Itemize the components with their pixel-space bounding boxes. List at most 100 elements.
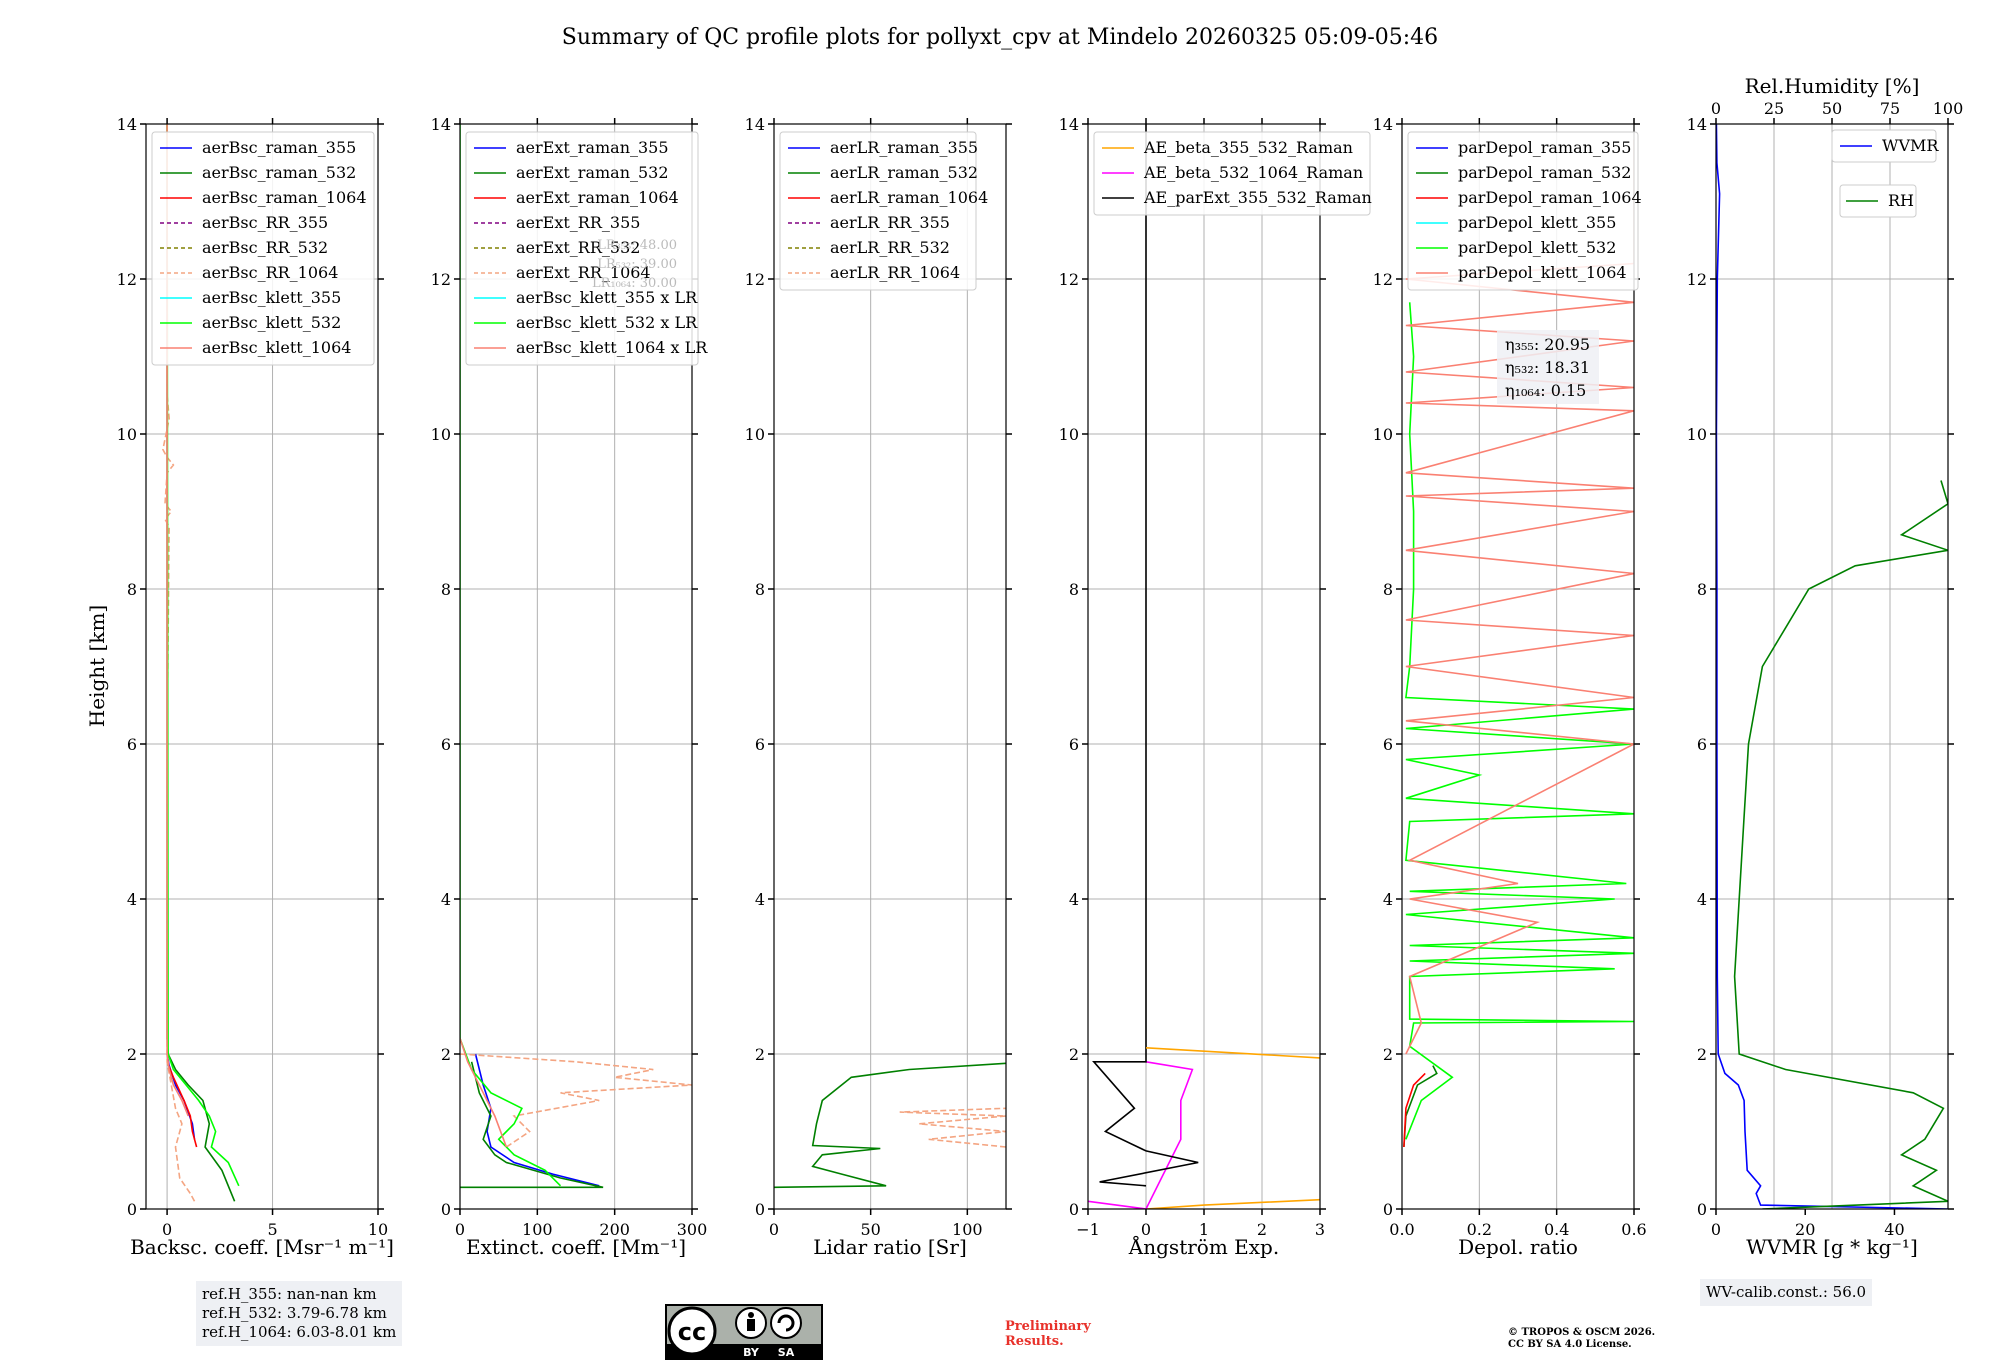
x-tick-label-0: 0 (769, 1220, 779, 1239)
figure-title: Summary of QC profile plots for pollyxt_… (562, 25, 1438, 50)
legend-label-aerExt_RR_532: aerExt_RR_532 (516, 238, 640, 257)
legend-label-aerLR_RR_532: aerLR_RR_532 (830, 238, 950, 257)
y-tick-label-0: 0 (1697, 1200, 1707, 1219)
legend-label-parDepol_klett_532: parDepol_klett_532 (1458, 238, 1616, 257)
x-tick-label-0.6: 0.6 (1621, 1220, 1646, 1239)
eta-box (1497, 330, 1599, 404)
legend-label-aerBsc_klett_355: aerBsc_klett_355 (202, 288, 341, 307)
x-tick-label-3: 3 (1315, 1220, 1325, 1239)
y-tick-label-2: 2 (1697, 1045, 1707, 1064)
ref-height-1064: ref.H_1064: 6.03-8.01 km (202, 1323, 397, 1341)
legend-box (1407, 131, 1639, 291)
legend-label-aerExt_RR_1064: aerExt_RR_1064 (516, 263, 651, 282)
x-tick-label-100: 100 (952, 1220, 983, 1239)
legend-label-aerExt_raman_355: aerExt_raman_355 (516, 138, 669, 157)
x-tick-label-0.2: 0.2 (1467, 1220, 1492, 1239)
x-tick-label-300: 300 (677, 1220, 708, 1239)
y-tick-label-8: 8 (127, 580, 137, 599)
y-tick-label-0: 0 (127, 1200, 137, 1219)
legend-label-aerBsc_raman_1064: aerBsc_raman_1064 (202, 188, 367, 207)
x-tick-label-40: 40 (1884, 1220, 1904, 1239)
y-tick-label-6: 6 (1069, 735, 1079, 754)
y-tick-label-8: 8 (1697, 580, 1707, 599)
series-line-aerBsc_klett_1064 x LR (460, 1038, 508, 1148)
cc-sa-label: SA (778, 1346, 795, 1359)
ref-height-355: ref.H_355: nan-nan km (202, 1285, 377, 1303)
x2-tick-label-50: 50 (1822, 99, 1842, 118)
x-tick-label--1: −1 (1076, 1220, 1100, 1239)
ref-height-532: ref.H_532: 3.79-6.78 km (202, 1304, 387, 1322)
x2-tick-label-100: 100 (1933, 99, 1964, 118)
legend-box-wvmr (1831, 129, 1937, 163)
series-line-AE_beta_355_532_Raman (1145, 1198, 1320, 1209)
axes-frame (1401, 123, 1635, 1210)
lr-label-0: LR₃₅₅: 48.00 (597, 238, 677, 253)
cc-icon-text: cc (678, 1318, 706, 1346)
y-tick-label-6: 6 (1697, 735, 1707, 754)
x2-axis-label: Rel.Humidity [%] (1745, 74, 1920, 98)
legend-label-aerExt_RR_355: aerExt_RR_355 (516, 213, 640, 232)
x-tick-label-0: 0 (455, 1220, 465, 1239)
y-tick-label-8: 8 (1069, 580, 1079, 599)
wv-calib-const: WV-calib.const.: 56.0 (1706, 1283, 1867, 1301)
x2-tick-label-75: 75 (1880, 99, 1900, 118)
legend-label-AE_parExt_355_532_Raman: AE_parExt_355_532_Raman (1143, 188, 1372, 207)
y-tick-label-8: 8 (1383, 580, 1393, 599)
ref-height-box: ref.H_355: nan-nan km ref.H_532: 3.79-6.… (196, 1281, 403, 1346)
y-tick-label-10: 10 (431, 425, 451, 444)
preliminary-note: Preliminary Results. (1005, 1319, 1091, 1349)
legend-label-aerBsc_RR_355: aerBsc_RR_355 (202, 213, 328, 232)
y-tick-label-12: 12 (431, 270, 451, 289)
y-tick-label-6: 6 (127, 735, 137, 754)
legend: AE_beta_355_532_Raman AE_beta_532_1064_Ra… (1093, 131, 1372, 216)
x-tick-label-0: 0 (162, 1220, 172, 1239)
eta-label-0: η₃₅₅: 20.95 (1505, 335, 1590, 354)
y-tick-label-2: 2 (755, 1045, 765, 1064)
series-group (1088, 124, 1320, 1209)
x-axis-label: Ångström Exp. (1128, 1234, 1279, 1259)
legend-label-aerBsc_klett_1064 x LR: aerBsc_klett_1064 x LR (516, 338, 708, 357)
cc-license-badge: cc BY SA (665, 1304, 823, 1360)
preliminary-line1: Preliminary (1005, 1319, 1091, 1334)
legend-label-aerLR_raman_1064: aerLR_raman_1064 (830, 188, 988, 207)
y-tick-label-8: 8 (755, 580, 765, 599)
y-tick-label-14: 14 (117, 115, 137, 134)
y-tick-label-14: 14 (1373, 115, 1393, 134)
legend: parDepol_raman_355 parDepol_raman_532 parD… (1407, 131, 1642, 291)
y-axis-label: Height [km] (85, 605, 109, 727)
sa-icon (770, 1307, 802, 1339)
y-tick-label-2: 2 (127, 1045, 137, 1064)
legend-box (151, 131, 375, 366)
panel-depol: 0 2 4 6 8 10 12 14 0.0 0.2 0.4 0.6 Depol. ratio parDe… (1373, 115, 1647, 1259)
series-group (162, 124, 240, 1202)
cc-by-label: BY (743, 1346, 760, 1359)
series-line-parDepol_klett_532 (1405, 302, 1634, 1140)
legend-label-parDepol_klett_1064: parDepol_klett_1064 (1458, 263, 1627, 282)
x-tick-label-0.4: 0.4 (1544, 1220, 1569, 1239)
series-group (1403, 139, 1634, 1148)
y-tick-label-10: 10 (1059, 425, 1079, 444)
eta-label-2: η₁₀₆₄: 0.15 (1505, 381, 1586, 400)
y-tick-label-6: 6 (1383, 735, 1393, 754)
legend-label-parDepol_raman_532: parDepol_raman_532 (1458, 163, 1631, 182)
eta-label-1: η₅₃₂: 18.31 (1505, 358, 1590, 377)
legend-label-aerLR_RR_1064: aerLR_RR_1064 (830, 263, 960, 282)
x-axis-label: Depol. ratio (1458, 1235, 1578, 1259)
x-tick-label-200: 200 (599, 1220, 630, 1239)
y-tick-label-14: 14 (1687, 115, 1707, 134)
legend: WVMR RH (1831, 129, 1939, 218)
legend-box (779, 131, 977, 291)
series-group (460, 124, 692, 1189)
series-line-aerLR_RR_1064 (899, 1107, 1006, 1148)
y-tick-label-12: 12 (745, 270, 765, 289)
legend-label-aerExt_raman_1064: aerExt_raman_1064 (516, 188, 679, 207)
legend-box (1093, 131, 1371, 216)
y-tick-label-4: 4 (1383, 890, 1393, 909)
series-line-WVMR (1716, 124, 1948, 1209)
x-tick-label-100: 100 (522, 1220, 553, 1239)
series-line-aerBsc_raman_355 (166, 1053, 196, 1140)
series-line-RH (1733, 480, 1948, 1209)
x2-tick-label-0: 0 (1711, 99, 1721, 118)
